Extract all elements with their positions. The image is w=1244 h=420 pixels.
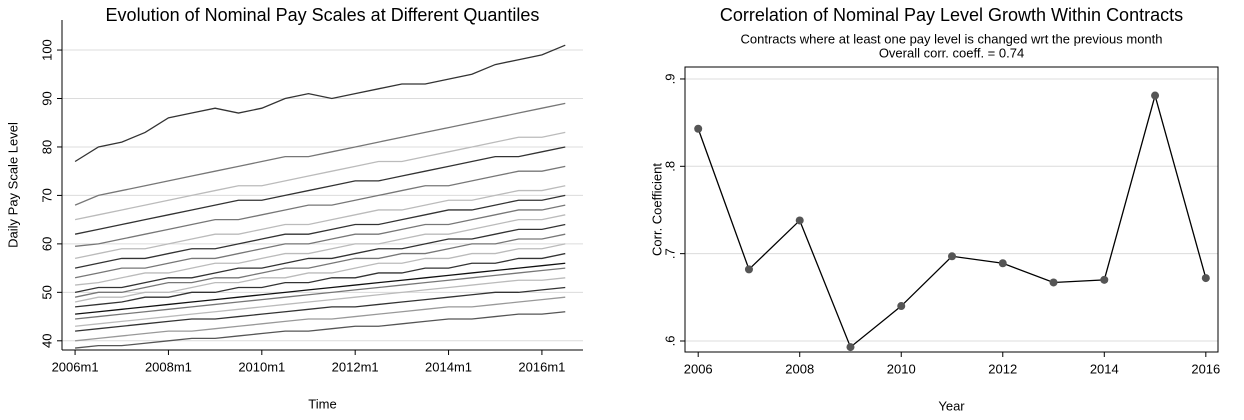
- series-line: [75, 252, 566, 308]
- series-line: [75, 286, 566, 332]
- x-tick-label: 2012m1: [332, 359, 379, 374]
- x-tick-label: 2008m1: [145, 359, 192, 374]
- series-line: [74, 243, 566, 303]
- x-tick-label: 2016m1: [518, 359, 565, 374]
- chart-title: Correlation of Nominal Pay Level Growth …: [720, 5, 1183, 25]
- x-axis-label: Time: [308, 396, 336, 411]
- y-axis-label: Daily Pay Scale Level: [5, 122, 20, 248]
- x-tick-label: 2010: [887, 361, 916, 376]
- series-line: [74, 204, 566, 279]
- y-tick-label: .7: [662, 248, 677, 259]
- series-line: [74, 131, 566, 221]
- y-tick-label: 80: [39, 140, 54, 154]
- y-tick-label: 90: [39, 91, 54, 105]
- series-line: [74, 194, 566, 269]
- series-line: [74, 146, 566, 235]
- x-axis-label: Year: [938, 398, 965, 413]
- series-line: [697, 93, 1207, 349]
- series-line: [75, 296, 566, 342]
- chart-subtitle: Overall corr. coeff. = 0.74: [879, 45, 1024, 60]
- y-tick-label: .9: [662, 74, 677, 85]
- series-line: [75, 262, 566, 315]
- series-line: [74, 102, 566, 206]
- y-tick-label: 70: [39, 188, 54, 202]
- x-tick-label: 2006m1: [52, 359, 99, 374]
- x-tick-label: 2010m1: [238, 359, 285, 374]
- y-tick-label: 60: [39, 237, 54, 251]
- point: [1151, 91, 1160, 100]
- series-line: [75, 267, 566, 320]
- x-tick-label: 2016: [1191, 361, 1220, 376]
- series-line: [74, 44, 566, 163]
- x-tick-label: 2014: [1090, 361, 1119, 376]
- plot-frame: [684, 66, 1219, 353]
- point: [846, 343, 855, 352]
- point: [998, 259, 1007, 268]
- series-line: [74, 185, 566, 260]
- y-tick-label: .6: [662, 336, 677, 347]
- y-axis-label: Corr. Coefficient: [649, 163, 664, 256]
- series-line: [75, 165, 566, 247]
- x-tick-label: 2014m1: [425, 359, 472, 374]
- series-line: [75, 214, 566, 286]
- x-tick-label: 2012: [988, 361, 1017, 376]
- point: [1201, 274, 1210, 283]
- x-tick-label: 2008: [785, 361, 814, 376]
- chart-subtitle: Contracts where at least one pay level i…: [740, 31, 1162, 46]
- y-tick-label: .8: [662, 161, 677, 172]
- point: [1049, 278, 1058, 287]
- point: [897, 302, 906, 311]
- y-tick-label: 50: [39, 285, 54, 299]
- x-tick-label: 2006: [684, 361, 713, 376]
- series-line: [74, 233, 566, 298]
- series-line: [74, 223, 566, 293]
- point: [694, 124, 703, 133]
- point: [744, 265, 753, 274]
- series-line: [75, 277, 566, 327]
- series-line: [75, 311, 566, 349]
- point: [1100, 275, 1109, 284]
- point: [795, 216, 804, 225]
- chart-title: Evolution of Nominal Pay Scales at Diffe…: [106, 5, 540, 25]
- point: [948, 252, 957, 261]
- y-tick-label: 40: [39, 334, 54, 348]
- y-tick-label: 100: [39, 39, 54, 61]
